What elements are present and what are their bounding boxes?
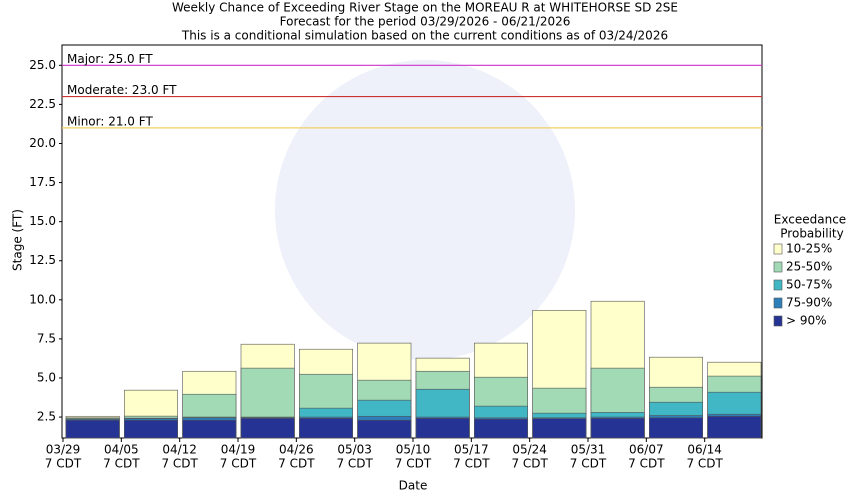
x-tick-label: 7 CDT — [628, 457, 665, 471]
x-tick-label: 7 CDT — [161, 457, 198, 471]
bar-segment — [299, 418, 353, 439]
x-tick-label: 04/19 — [221, 443, 256, 457]
x-tick-label: 7 CDT — [511, 457, 548, 471]
x-tick-label: 7 CDT — [395, 457, 432, 471]
bar-segment — [357, 419, 412, 439]
x-tick-label: 03/29 — [46, 443, 81, 457]
legend-label: 75-90% — [786, 296, 832, 310]
y-tick-label: 22.5 — [29, 97, 56, 111]
x-tick-label: 7 CDT — [45, 457, 82, 471]
bar-segment — [707, 415, 762, 439]
x-tick-label: 05/31 — [571, 443, 606, 457]
bar-segment — [532, 418, 587, 439]
x-tick-label: 7 CDT — [686, 457, 723, 471]
x-tick-label: 7 CDT — [336, 457, 373, 471]
bar-segment — [415, 418, 470, 439]
legend-label: 50-75% — [786, 278, 832, 292]
legend-swatch — [773, 315, 783, 327]
y-tick-label: 12.5 — [29, 253, 56, 267]
x-tick-label: 7 CDT — [453, 457, 490, 471]
x-tick-label: 7 CDT — [278, 457, 315, 471]
chart-title: This is a conditional simulation based o… — [181, 29, 668, 43]
bar-segment — [649, 417, 703, 439]
x-tick-label: 7 CDT — [103, 457, 140, 471]
y-tick-label: 5.0 — [37, 370, 56, 384]
x-tick-label: 04/05 — [104, 443, 139, 457]
x-tick-label: 7 CDT — [570, 457, 607, 471]
bar-segment — [182, 419, 237, 439]
chart-title: Forecast for the period 03/29/2026 - 06/… — [280, 15, 571, 29]
legend-swatch — [773, 243, 783, 255]
legend-swatch — [773, 297, 783, 309]
y-tick-label: 2.5 — [37, 410, 56, 424]
legend-title: Exceedance — [774, 213, 846, 227]
legend-label: 25-50% — [786, 260, 832, 274]
y-tick-label: 20.0 — [29, 136, 56, 150]
legend-label: 10-25% — [786, 242, 832, 256]
x-tick-label: 05/24 — [512, 443, 547, 457]
y-tick-label: 15.0 — [29, 214, 56, 228]
y-tick-label: 10.0 — [29, 292, 56, 306]
legend-title: Probability — [780, 227, 843, 241]
threshold-label: Major: 25.0 FT — [67, 52, 153, 66]
x-axis-label: Date — [399, 479, 428, 493]
x-tick-label: 04/26 — [279, 443, 314, 457]
x-tick-label: 04/12 — [162, 443, 197, 457]
legend-label: > 90% — [786, 314, 827, 328]
bar-segment — [590, 418, 645, 439]
chart-title: Weekly Chance of Exceeding River Stage o… — [172, 1, 678, 15]
x-tick-label: 7 CDT — [220, 457, 257, 471]
bar-segment — [65, 419, 120, 439]
bar-segment — [124, 419, 178, 439]
plot-frame — [61, 44, 763, 439]
watermark — [275, 60, 575, 360]
threshold-label: Moderate: 23.0 FT — [67, 83, 177, 97]
y-tick-label: 25.0 — [29, 58, 56, 72]
legend-swatch — [773, 279, 783, 291]
bar-segment — [240, 418, 295, 439]
threshold-label: Minor: 21.0 FT — [67, 114, 153, 128]
y-axis-label: Stage (FT) — [11, 209, 25, 271]
x-tick-label: 05/03 — [337, 443, 372, 457]
x-tick-label: 06/07 — [629, 443, 664, 457]
x-tick-label: 05/17 — [454, 443, 489, 457]
y-tick-label: 17.5 — [29, 175, 56, 189]
legend-swatch — [773, 261, 783, 273]
x-tick-label: 05/10 — [396, 443, 431, 457]
y-tick-label: 7.5 — [37, 331, 56, 345]
bar-segment — [474, 418, 528, 439]
x-tick-label: 06/14 — [687, 443, 722, 457]
